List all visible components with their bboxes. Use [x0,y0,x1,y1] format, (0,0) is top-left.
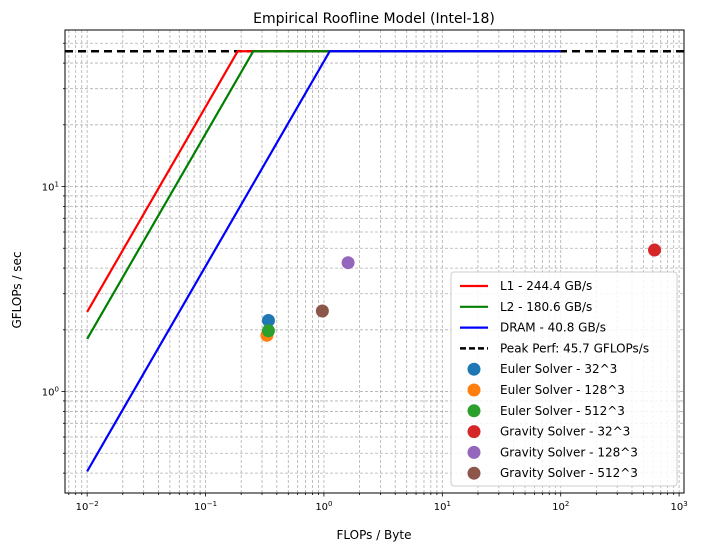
x-tick-label: 103 [670,500,687,513]
data-point [648,243,662,257]
x-tick-label: 10−2 [76,500,99,513]
series [65,49,684,472]
ceiling-line [86,50,561,472]
x-tick-label: 101 [434,500,451,513]
legend-label: L2 - 180.6 GB/s [500,300,592,314]
legend-marker [467,445,481,459]
legend-marker [467,425,481,439]
data-point [261,324,275,338]
legend-label: L1 - 244.4 GB/s [500,279,592,293]
legend-label: Euler Solver - 512^3 [500,404,625,418]
legend-label: Euler Solver - 32^3 [500,362,617,376]
data-points [260,243,662,342]
legend-label: Gravity Solver - 512^3 [500,466,638,480]
legend-label: Gravity Solver - 128^3 [500,445,638,459]
legend-marker [467,466,481,480]
plot-frame [64,29,685,494]
chart-title: Empirical Roofline Model (Intel-18) [253,11,495,27]
x-tick-label: 102 [552,500,569,513]
axis-ticks: 10−2 10−1 100 101 102 103 100 101 [42,42,688,513]
legend: L1 - 244.4 GB/s L2 - 180.6 GB/s DRAM - 40.… [450,271,678,487]
legend-box [450,271,678,487]
legend-marker [467,404,481,418]
x-tick-label: 10−1 [194,500,217,513]
data-point [261,314,275,328]
data-point [341,256,355,270]
legend-label: Euler Solver - 128^3 [500,383,625,397]
x-axis-label: FLOPs / Byte [337,528,412,542]
x-tick-label: 100 [315,500,332,513]
legend-label: Gravity Solver - 32^3 [500,425,630,439]
data-point [315,304,329,318]
y-axis-label: GFLOPs / sec [10,251,24,328]
legend-label: Peak Perf: 45.7 GFLOPs/s [500,341,649,355]
legend-marker [467,362,481,376]
y-tick-label: 100 [42,386,59,399]
legend-label: DRAM - 40.8 GB/s [500,321,606,335]
y-tick-label: 101 [42,181,59,194]
legend-marker [467,383,481,397]
